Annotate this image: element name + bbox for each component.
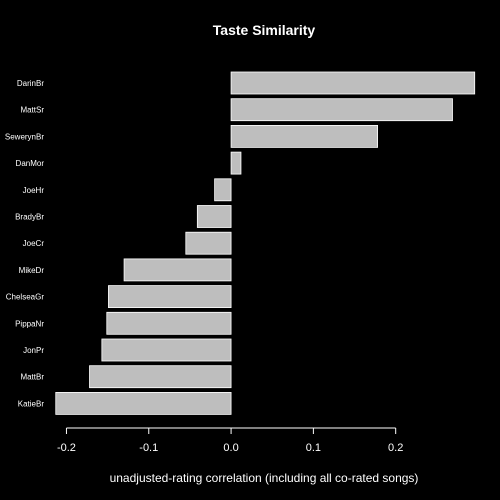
bar-MikeDr — [123, 258, 232, 282]
bar-SewerynBr — [230, 125, 378, 148]
category-label-KatieBr: KatieBr — [18, 399, 45, 408]
category-label-MikeDr: MikeDr — [19, 266, 45, 275]
category-label-SewerynBr: SewerynBr — [5, 132, 44, 141]
category-label-DanMor: DanMor — [16, 159, 45, 168]
category-label-BradyBr: BradyBr — [15, 213, 44, 222]
x-tick-label: 0.1 — [306, 442, 321, 454]
bar-MattBr — [89, 365, 232, 389]
category-label-MattSr: MattSr — [20, 106, 44, 115]
category-labels-group: DarinBr MattSr SewerynBr DanMor JoeHr BradyBr… — [5, 79, 44, 408]
bar-MattSr — [230, 98, 453, 122]
bar-KatieBr — [55, 391, 232, 415]
category-label-PippaNr: PippaNr — [15, 319, 44, 328]
category-label-ChelseaGr: ChelseaGr — [6, 293, 45, 302]
category-label-JonPr: JonPr — [23, 346, 44, 355]
bar-BradyBr — [196, 205, 232, 228]
x-tick-label: -0.2 — [57, 442, 76, 454]
category-label-JoeCr: JoeCr — [23, 239, 45, 248]
category-label-DarinBr: DarinBr — [17, 79, 44, 88]
bars-group — [55, 71, 476, 415]
x-axis-title: unadjusted-rating correlation (including… — [110, 471, 419, 485]
category-label-MattBr: MattBr — [20, 373, 44, 382]
bar-JoeHr — [214, 178, 232, 202]
x-axis: -0.2 -0.1 0.0 0.1 0.2 — [57, 427, 403, 454]
x-tick-label: -0.1 — [139, 442, 158, 454]
x-tick-label: 0.0 — [223, 442, 238, 454]
x-tick-label: 0.2 — [388, 442, 403, 454]
bar-DarinBr — [230, 71, 476, 95]
bar-JonPr — [101, 338, 232, 362]
category-label-JoeHr: JoeHr — [23, 186, 45, 195]
chart-title: Taste Similarity — [213, 22, 316, 38]
bar-DanMor — [230, 151, 242, 175]
bar-PippaNr — [106, 311, 232, 335]
bar-ChelseaGr — [108, 285, 232, 309]
bar-JoeCr — [185, 231, 232, 255]
